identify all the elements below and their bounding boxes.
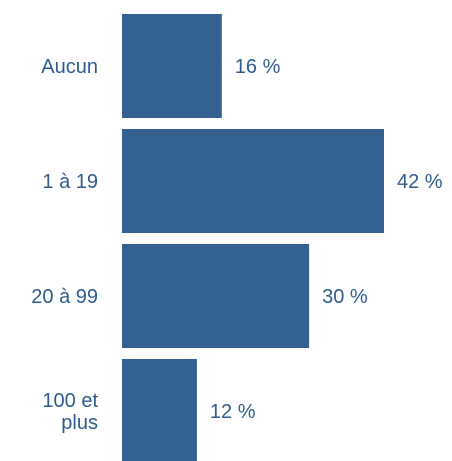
value-label: 16 %: [235, 56, 281, 78]
category-label: 20 à 99: [31, 286, 98, 308]
category-label-line: 100 et: [42, 390, 98, 412]
category-label-line: 20 à 99: [31, 286, 98, 308]
bars-group: [122, 14, 384, 461]
value-labels-group: 16 % 42 % 30 % 12 %: [210, 56, 443, 423]
bar: [122, 129, 384, 233]
category-labels-group: Aucun 1 à 19 20 à 99 100 et plus: [31, 56, 98, 434]
bar: [122, 14, 222, 118]
value-label: 12 %: [210, 401, 256, 423]
category-label-line: plus: [61, 412, 98, 434]
value-label: 42 %: [397, 171, 443, 193]
category-label: 1 à 19: [42, 171, 98, 193]
bar: [122, 359, 197, 461]
bar: [122, 244, 310, 348]
category-label-line: Aucun: [41, 56, 98, 78]
category-label-line: 1 à 19: [42, 171, 98, 193]
value-label: 30 %: [322, 286, 368, 308]
category-label: Aucun: [41, 56, 98, 78]
category-label: 100 et plus: [42, 390, 98, 434]
